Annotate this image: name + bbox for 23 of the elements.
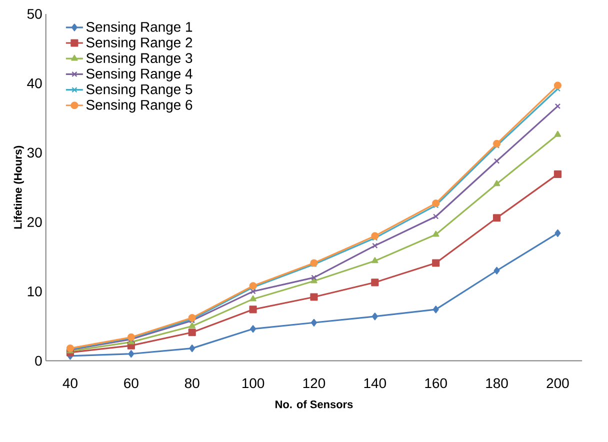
x-tick-label: 180 [486,378,508,388]
y-tick-label: 30 [27,148,42,158]
x-tick-label: 140 [364,378,386,388]
x-tick-label: 100 [242,378,264,388]
y-tick-label: 10 [28,286,42,297]
x-tick-label: 200 [546,378,569,388]
x-axis-title: No. of Sensors [276,400,353,408]
y-axis-title: Lifetime (Hours) [14,146,24,229]
x-tick-label: 120 [303,378,326,388]
legend-label: Sensing Range 2 [86,37,192,50]
y-tick-label: 20 [28,217,42,228]
x-tick-label: 40 [62,378,78,388]
y-tick-label: 50 [27,9,42,20]
legend-label: Sensing Range 5 [86,84,192,98]
legend-label: Sensing Range 4 [86,68,192,82]
x-tick-label: 60 [124,378,138,388]
legend-label: Sensing Range 3 [86,53,192,66]
legend-label: Sensing Range 1 [86,22,192,35]
x-tick-label: 160 [425,378,447,388]
legend-label: Sensing Range 6 [86,100,192,113]
y-tick-label: 0 [35,356,42,366]
y-tick-label: 40 [27,78,42,88]
x-tick-label: 80 [184,378,200,388]
